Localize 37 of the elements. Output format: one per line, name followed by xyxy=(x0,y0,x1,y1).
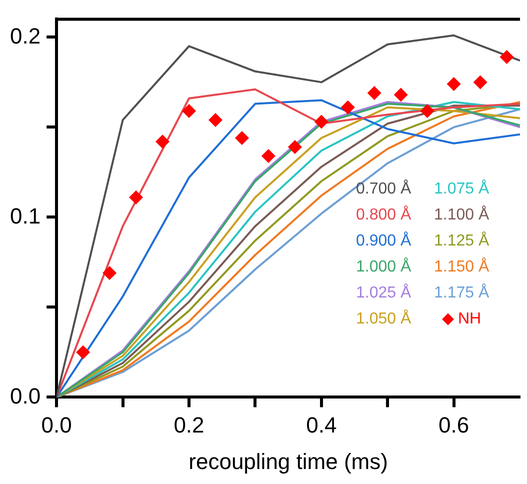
x-axis-title: recoupling time (ms) xyxy=(188,448,388,474)
y-tick-label: 0.0 xyxy=(10,383,41,408)
text: 1.000 Å xyxy=(356,258,412,276)
text: 0.700 Å xyxy=(356,180,412,198)
text: 1.025 Å xyxy=(356,284,412,302)
y-tick-label: 0.2 xyxy=(10,23,41,48)
text: 1.150 Å xyxy=(434,258,490,276)
text: 0.800 Å xyxy=(356,206,412,224)
text: 1.175 Å xyxy=(434,284,490,302)
point xyxy=(234,131,249,145)
text: 1.075 Å xyxy=(434,180,490,198)
point xyxy=(288,140,302,154)
point xyxy=(102,266,117,280)
point xyxy=(446,77,461,91)
point xyxy=(473,75,488,90)
point xyxy=(261,149,276,163)
point xyxy=(394,88,408,102)
point xyxy=(314,114,328,129)
point xyxy=(76,345,90,360)
x-tick-label: 0.4 xyxy=(306,412,337,438)
point xyxy=(420,104,434,118)
legend-label: NH xyxy=(458,310,482,328)
point xyxy=(208,113,222,127)
x-tick-label: 0.2 xyxy=(174,412,204,438)
point xyxy=(129,190,144,204)
text: 0.900 Å xyxy=(356,232,412,250)
x-tick-label: 0.0 xyxy=(41,412,72,438)
x-tick-label: 0.6 xyxy=(438,412,470,438)
text: 1.050 Å xyxy=(356,310,412,328)
y-tick-label: 0.1 xyxy=(10,203,41,228)
text: 1.100 Å xyxy=(434,206,490,224)
point xyxy=(340,100,355,114)
point xyxy=(156,134,170,149)
point xyxy=(500,50,514,64)
text: 1.125 Å xyxy=(434,232,490,250)
point xyxy=(367,86,382,100)
point xyxy=(182,104,196,118)
